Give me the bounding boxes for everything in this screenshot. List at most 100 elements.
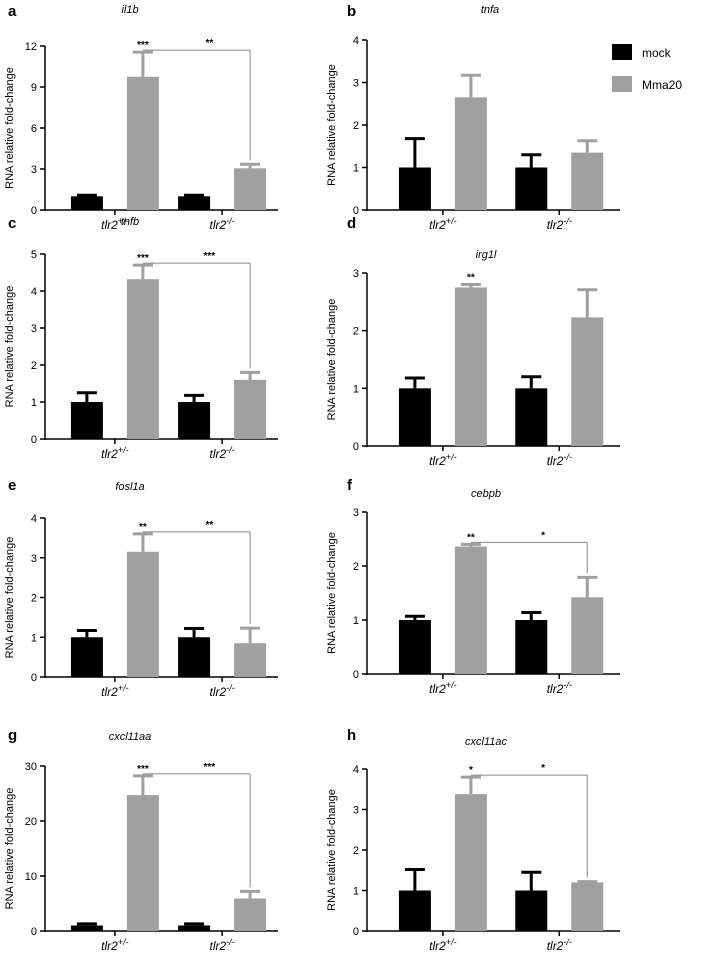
- bar-mock: [178, 402, 211, 439]
- y-tick-label: 0: [31, 672, 37, 684]
- bar-Mma20: [571, 597, 604, 674]
- bar-mock: [515, 620, 548, 674]
- legend-label: mock: [642, 46, 672, 60]
- bar-Mma20: [571, 152, 604, 210]
- x-tick-label: tlr2-/-: [209, 216, 234, 232]
- y-axis-label: RNA relative fold-change: [326, 64, 338, 186]
- bar-mock: [178, 196, 211, 210]
- error-bar-Mma20: [240, 162, 261, 169]
- bar-mock: [515, 167, 548, 210]
- y-tick-label: 2: [353, 120, 359, 132]
- bar-mock: [398, 167, 431, 210]
- panel-letter: a: [8, 3, 17, 20]
- chart-title: cxcl11aa: [109, 731, 152, 743]
- x-tick-label: tlr2+/-: [429, 937, 456, 953]
- y-tick-label: 2: [31, 593, 37, 605]
- error-bar-mock: [521, 153, 542, 168]
- x-tick-label: tlr2+/-: [429, 452, 456, 468]
- chart-title: fosl1a: [115, 481, 144, 493]
- error-bar-Mma20: [577, 575, 598, 598]
- panel-h: h cxcl11ac RNA relative fold-change 0 1 2 3 4 tl…: [326, 727, 620, 953]
- y-tick-label: 3: [353, 268, 359, 280]
- significance-label: ***: [204, 251, 216, 262]
- error-bar-Mma20: [132, 263, 153, 280]
- panel-f: f cebpb RNA relative fold-change 0 1 2 3 tlr2+/…: [326, 477, 620, 696]
- error-bar-Mma20: [460, 73, 481, 98]
- y-tick-label: 1: [353, 163, 359, 175]
- error-bar-Mma20: [460, 283, 481, 288]
- chart-title: tnfb: [121, 216, 139, 228]
- bar-mock: [70, 196, 103, 210]
- x-tick-label: tlr2-/-: [547, 680, 572, 696]
- panel-letter: e: [8, 477, 16, 494]
- panel-e: e fosl1a RNA relative fold-change 0 1 2 3 4 tlr2…: [4, 477, 278, 699]
- error-bar-Mma20: [132, 774, 153, 796]
- y-tick-label: 10: [25, 871, 37, 883]
- x-tick-label: tlr2+/-: [429, 680, 456, 696]
- y-axis-label: RNA relative fold-change: [4, 788, 16, 910]
- y-tick-label: 4: [353, 35, 359, 47]
- y-tick-label: 2: [353, 326, 359, 338]
- significance-label: *: [541, 763, 545, 774]
- panel-b: b tnfa RNA relative fold-change 0 1 2 3 4 tlr2+/…: [326, 3, 620, 232]
- comparison-bracket: [142, 262, 251, 369]
- y-tick-label: 5: [31, 249, 37, 261]
- error-bar-mock: [521, 610, 542, 620]
- panel-c: c tnfb RNA relative fold-change 0 1 2 3 4 5 tlr2+…: [4, 215, 278, 461]
- comparison-bracket: [142, 531, 251, 625]
- y-tick-label: 0: [31, 926, 37, 938]
- error-bar-Mma20: [132, 50, 153, 77]
- panel-letter: h: [347, 727, 356, 744]
- panel-a: a il1b RNA relative fold-change 0 3 6 9 12 tlr2+…: [4, 3, 278, 232]
- significance-label: **: [205, 38, 213, 49]
- error-bar-mock: [76, 391, 97, 402]
- y-tick-label: 20: [25, 816, 37, 828]
- chart-title: irg1l: [476, 249, 497, 261]
- y-tick-label: 4: [353, 764, 359, 776]
- y-tick-label: 0: [353, 441, 359, 453]
- bar-mock: [178, 637, 211, 677]
- bar-Mma20: [571, 317, 604, 446]
- x-tick-label: tlr2-/-: [547, 452, 572, 468]
- bar-mock: [398, 388, 431, 446]
- y-tick-label: 1: [353, 886, 359, 898]
- error-bar-Mma20: [460, 542, 481, 547]
- significance-label: ***: [137, 764, 149, 775]
- y-tick-label: 6: [31, 123, 37, 135]
- y-tick-label: 1: [31, 397, 37, 409]
- y-tick-label: 0: [353, 926, 359, 938]
- x-tick-label: tlr2-/-: [209, 445, 234, 461]
- error-bar-mock: [521, 375, 542, 389]
- y-tick-label: 3: [353, 507, 359, 519]
- error-bar-mock: [521, 870, 542, 891]
- error-bar-mock: [404, 137, 425, 168]
- bar-mock: [70, 637, 103, 677]
- y-tick-label: 2: [31, 360, 37, 372]
- error-bar-mock: [404, 376, 425, 389]
- significance-label: ***: [137, 40, 149, 51]
- x-tick-label: tlr2-/-: [209, 937, 234, 953]
- error-bar-mock: [184, 393, 205, 402]
- error-bar-mock: [404, 867, 425, 891]
- legend: mock Mma20: [612, 44, 682, 92]
- y-tick-label: 1: [353, 615, 359, 627]
- comparison-bracket: [142, 773, 251, 888]
- error-bar-Mma20: [240, 370, 261, 380]
- y-tick-label: 2: [353, 561, 359, 573]
- bar-mock: [70, 402, 103, 439]
- x-tick-label: tlr2+/-: [101, 683, 128, 699]
- x-tick-label: tlr2+/-: [101, 445, 128, 461]
- panel-letter: f: [347, 477, 353, 494]
- legend-label: Mma20: [642, 78, 682, 92]
- error-bar-Mma20: [460, 775, 481, 795]
- chart-title: il1b: [121, 4, 138, 16]
- y-axis-label: RNA relative fold-change: [326, 532, 338, 654]
- significance-label: **: [139, 522, 147, 533]
- bar-Mma20: [126, 795, 159, 931]
- error-bar-Mma20: [240, 889, 261, 899]
- y-tick-label: 3: [31, 323, 37, 335]
- bar-mock: [178, 925, 211, 931]
- error-bar-mock: [184, 193, 205, 197]
- significance-label: ***: [137, 253, 149, 264]
